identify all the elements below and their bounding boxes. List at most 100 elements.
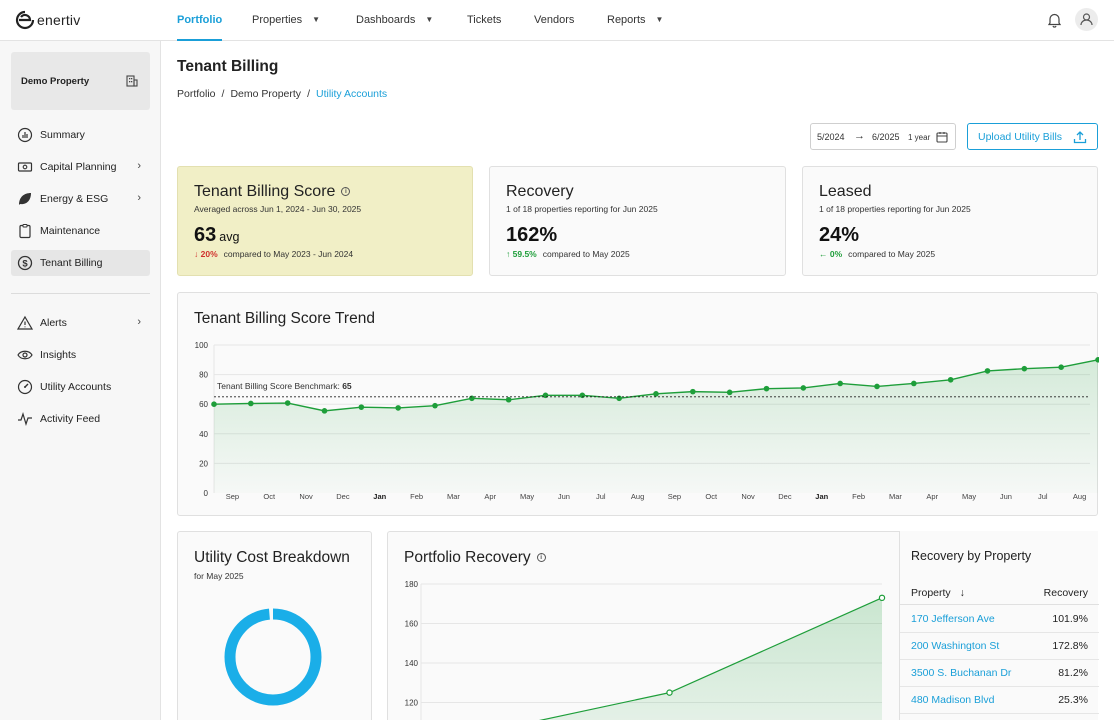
x-tick-label: Feb <box>852 492 865 501</box>
property-link[interactable]: 3500 S. Buchanan Dr <box>911 667 1012 679</box>
nav-reports[interactable]: Reports ▼ <box>607 0 663 40</box>
x-tick-label: Jan <box>373 492 386 501</box>
table-row: 480 Madison Blvd 25.3% <box>900 687 1099 714</box>
sidebar-item-alerts[interactable]: Alerts › <box>11 310 150 336</box>
table-row: 200 Washington St 172.8% <box>900 633 1099 660</box>
trend-point <box>505 396 512 403</box>
sidebar-item-energy-esg[interactable]: Energy & ESG › <box>11 186 150 212</box>
info-icon[interactable]: i <box>536 553 546 562</box>
property-selector[interactable]: Demo Property <box>11 52 150 110</box>
breadcrumb-utility-accounts[interactable]: Utility Accounts <box>315 88 388 100</box>
chevron-right-icon: › <box>137 316 141 328</box>
trend-point <box>542 392 549 399</box>
kpi-title: Leased <box>819 183 872 200</box>
date-range-preset: 1 year <box>908 132 931 142</box>
benchmark-value: 65 <box>342 381 352 391</box>
kpi-card-recovery: Recovery 1 of 18 properties reporting fo… <box>489 166 786 276</box>
upload-utility-bills-button[interactable]: Upload Utility Bills <box>967 123 1098 150</box>
enertiv-logo[interactable]: enertiv <box>14 9 80 31</box>
arrow-down-icon: ↓ <box>194 249 199 259</box>
kpi-value-unit: avg <box>219 230 240 244</box>
trend-chart: 0 20 40 60 80 100 Tenant Billing Score Benchma… <box>195 341 1099 501</box>
utility-cost-subtitle: for May 2025 <box>194 571 244 581</box>
top-nav: enertiv Portfolio Properties ▼ Dashboards… <box>0 0 1114 41</box>
property-link[interactable]: 480 Madison Blvd <box>911 694 995 706</box>
trend-chart-panel: Tenant Billing Score Trend 0 20 40 60 80 100 T… <box>177 292 1099 516</box>
sidebar-item-summary[interactable]: Summary <box>11 122 150 148</box>
svg-text:$: $ <box>22 258 28 269</box>
x-tick-label: Oct <box>705 492 718 501</box>
recovery-point <box>666 689 673 696</box>
nav-properties[interactable]: Properties ▼ <box>252 0 320 40</box>
nav-dashboards-label: Dashboards <box>356 14 416 26</box>
trend-point <box>284 400 291 406</box>
nav-properties-label: Properties <box>252 14 303 26</box>
sidebar-item-tenant-billing[interactable]: $ Tenant Billing <box>11 250 150 276</box>
nav-tickets-label: Tickets <box>467 14 502 26</box>
recovery-value: 25.3% <box>1058 694 1088 706</box>
y-tick-label: 60 <box>199 400 208 409</box>
kpi-value-number: 63 <box>194 224 217 246</box>
trend-point <box>432 402 438 409</box>
trend-point <box>763 385 770 392</box>
benchmark-label: Tenant Billing Score Benchmark: 65 <box>217 381 352 391</box>
kpi-title: Tenant Billing Score i <box>194 183 351 201</box>
recovery-by-property-title: Recovery by Property <box>911 549 1032 563</box>
trend-point <box>726 389 733 396</box>
sidebar-item-maintenance[interactable]: Maintenance <box>11 218 150 244</box>
chevron-right-icon: › <box>137 192 141 204</box>
breadcrumb-portfolio[interactable]: Portfolio <box>177 88 216 100</box>
sidebar-item-activity-feed[interactable]: Activity Feed <box>11 406 150 432</box>
kpi-subtitle: 1 of 18 properties reporting for Jun 202… <box>819 204 971 214</box>
property-link[interactable]: 200 Washington St <box>911 640 1000 652</box>
sidebar-item-label: Utility Accounts <box>40 381 112 393</box>
nav-portfolio[interactable]: Portfolio <box>177 0 223 41</box>
trend-point <box>911 380 917 387</box>
portfolio-recovery-title-text: Portfolio Recovery <box>404 549 531 566</box>
eye-icon <box>17 350 33 360</box>
x-tick-label: Sep <box>226 492 239 501</box>
kpi-title: Recovery <box>506 183 574 200</box>
sidebar-item-label: Tenant Billing <box>40 257 103 269</box>
bell-icon[interactable] <box>1047 12 1062 28</box>
breadcrumb-property[interactable]: Demo Property <box>230 88 302 100</box>
sidebar-item-utility-accounts[interactable]: Utility Accounts <box>11 374 150 400</box>
nav-tickets[interactable]: Tickets <box>467 0 501 40</box>
trend-point <box>469 395 475 402</box>
nav-vendors[interactable]: Vendors <box>534 0 574 40</box>
y-tick-label: 180 <box>405 580 419 589</box>
sidebar-item-capital-planning[interactable]: Capital Planning › <box>11 154 150 180</box>
donut-ring[interactable] <box>224 608 322 706</box>
x-tick-label: Jun <box>1000 492 1012 501</box>
y-tick-label: 140 <box>405 659 419 668</box>
building-icon <box>126 75 138 87</box>
pulse-icon <box>18 412 32 426</box>
nav-portfolio-label: Portfolio <box>177 14 223 26</box>
sidebar-item-label: Alerts <box>40 317 67 329</box>
kpi-change-value: 0% <box>829 249 843 259</box>
property-name: Demo Property <box>21 76 90 87</box>
kpi-value: 24% <box>819 224 860 246</box>
kpi-change: ← 0% compared to May 2025 <box>819 249 935 259</box>
arrow-up-icon: ↑ <box>506 249 511 259</box>
column-header-recovery[interactable]: Recovery <box>1043 587 1088 599</box>
x-tick-label: Dec <box>336 492 350 501</box>
recovery-area <box>541 597 882 720</box>
trend-area <box>214 359 1098 493</box>
trend-point <box>690 388 696 395</box>
arrow-down-icon: ↓ <box>959 587 965 599</box>
sidebar-item-insights[interactable]: Insights <box>11 342 150 368</box>
nav-dashboards[interactable]: Dashboards ▼ <box>356 0 433 40</box>
column-header-property[interactable]: Property ↓ <box>911 587 965 599</box>
info-icon[interactable]: i <box>341 187 351 196</box>
nav-reports-label: Reports <box>607 14 646 26</box>
sidebar-divider <box>11 293 150 294</box>
property-link[interactable]: 170 Jefferson Ave <box>911 613 995 625</box>
x-tick-label: Feb <box>410 492 423 501</box>
sidebar-item-label: Capital Planning <box>40 161 117 173</box>
recovery-by-property-table: Recovery by Property Property ↓ Recovery… <box>899 531 1099 720</box>
date-range-picker[interactable]: 5/2024 → 6/2025 1 year <box>810 123 956 150</box>
recovery-value: 172.8% <box>1052 640 1088 652</box>
portfolio-recovery-chart: 120 140 160 180 <box>405 580 886 720</box>
user-avatar[interactable] <box>1075 8 1098 31</box>
